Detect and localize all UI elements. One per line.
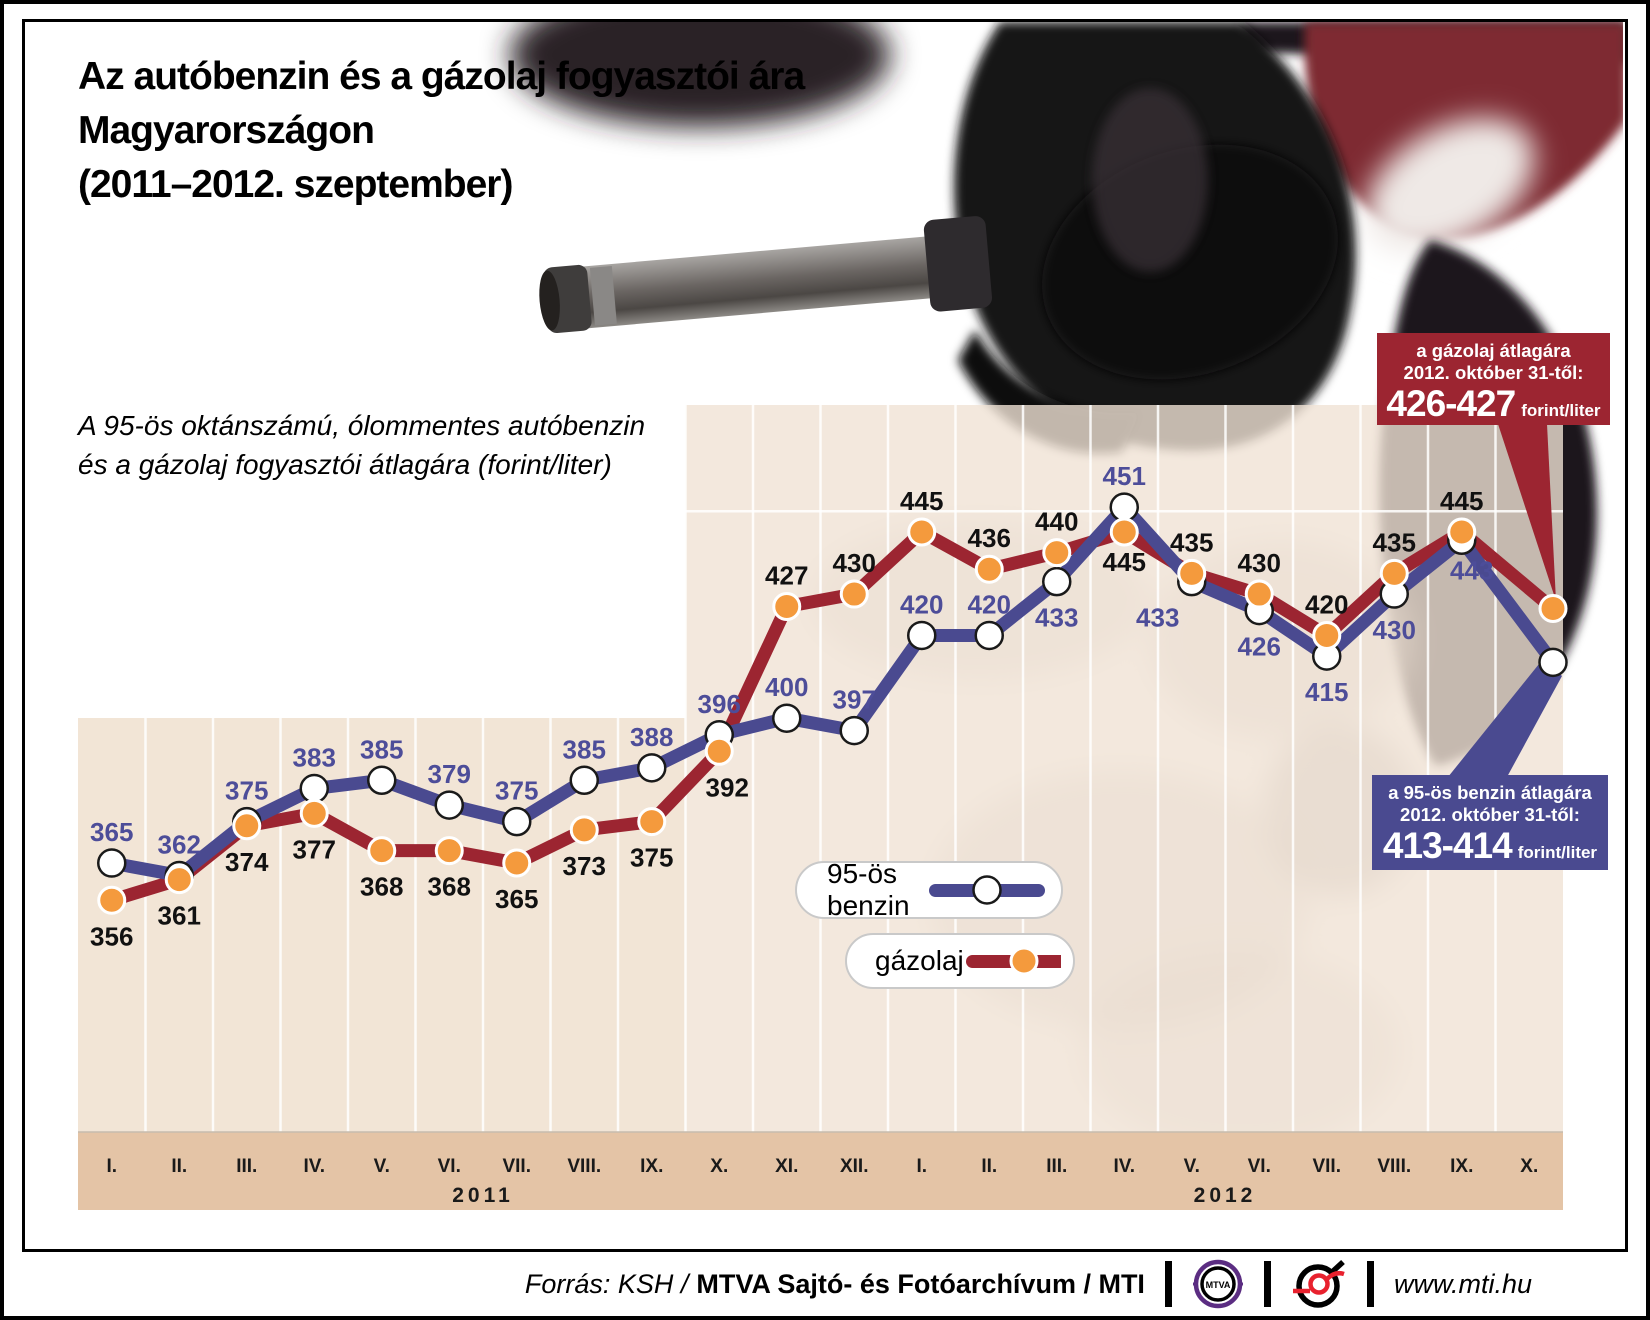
page-title: Az autóbenzin és a gázolaj fogyasztói ár… bbox=[78, 50, 805, 212]
svg-text:VII.: VII. bbox=[1312, 1156, 1341, 1177]
svg-text:X.: X. bbox=[1520, 1156, 1538, 1177]
title-line: (2011–2012. szeptember) bbox=[78, 163, 513, 206]
svg-text:445: 445 bbox=[1440, 486, 1483, 516]
svg-text:415: 415 bbox=[1305, 677, 1348, 707]
svg-text:374: 374 bbox=[225, 847, 269, 877]
svg-text:445: 445 bbox=[900, 486, 943, 516]
title-line: Magyarországon bbox=[78, 109, 375, 152]
svg-text:427: 427 bbox=[765, 560, 808, 590]
svg-text:361: 361 bbox=[158, 901, 201, 931]
svg-text:385: 385 bbox=[563, 734, 606, 764]
svg-text:375: 375 bbox=[225, 776, 268, 806]
svg-text:V.: V. bbox=[374, 1156, 390, 1177]
benzin-new-price: 413-414 bbox=[1382, 825, 1513, 866]
svg-text:451: 451 bbox=[1103, 461, 1146, 491]
svg-text:400: 400 bbox=[765, 672, 808, 702]
separator-bar bbox=[1366, 1261, 1374, 1307]
svg-text:377: 377 bbox=[293, 834, 336, 864]
svg-text:385: 385 bbox=[360, 734, 403, 764]
svg-text:375: 375 bbox=[630, 843, 673, 873]
svg-text:I.: I. bbox=[916, 1156, 927, 1177]
callout-gazolaj-price: a gázolaj átlagára 2012. október 31-től:… bbox=[1377, 333, 1610, 425]
svg-text:IV.: IV. bbox=[1114, 1156, 1136, 1177]
svg-text:445: 445 bbox=[1103, 547, 1146, 577]
svg-text:397: 397 bbox=[833, 685, 876, 715]
svg-text:375: 375 bbox=[495, 776, 538, 806]
svg-text:420: 420 bbox=[968, 589, 1011, 619]
svg-text:436: 436 bbox=[968, 523, 1011, 553]
svg-text:443: 443 bbox=[1450, 555, 1493, 585]
svg-text:V.: V. bbox=[1184, 1156, 1200, 1177]
benzin-line-marker-icon bbox=[929, 875, 1045, 905]
svg-text:368: 368 bbox=[360, 872, 403, 902]
svg-text:388: 388 bbox=[630, 722, 673, 752]
svg-text:433: 433 bbox=[1136, 603, 1179, 633]
svg-text:X.: X. bbox=[710, 1156, 728, 1177]
callout-benzin-price: a 95-ös benzin átlagára 2012. október 31… bbox=[1372, 775, 1608, 870]
svg-text:VII.: VII. bbox=[502, 1156, 531, 1177]
gazolaj-line-marker-icon bbox=[965, 946, 1061, 976]
svg-text:VIII.: VIII. bbox=[567, 1156, 601, 1177]
svg-text:365: 365 bbox=[495, 884, 538, 914]
svg-text:III.: III. bbox=[1046, 1156, 1067, 1177]
svg-text:MTVA: MTVA bbox=[1206, 1280, 1231, 1290]
legend-item-benzin: 95-ös benzin bbox=[795, 858, 1063, 921]
footer: Forrás: KSH / MTVA Sajtó- és Fotóarchívum… bbox=[0, 1256, 1650, 1312]
svg-text:420: 420 bbox=[900, 589, 943, 619]
svg-text:XI.: XI. bbox=[775, 1156, 798, 1177]
svg-text:396: 396 bbox=[698, 689, 741, 719]
svg-text:435: 435 bbox=[1170, 527, 1213, 557]
svg-text:435: 435 bbox=[1373, 527, 1416, 557]
svg-text:433: 433 bbox=[1035, 603, 1078, 633]
chart-subtitle: A 95-ös oktánszámú, ólommentes autóbenzi… bbox=[78, 410, 646, 480]
svg-text:IX.: IX. bbox=[1450, 1156, 1473, 1177]
svg-text:2011: 2011 bbox=[452, 1184, 514, 1207]
svg-text:II.: II. bbox=[981, 1156, 997, 1177]
svg-text:II.: II. bbox=[171, 1156, 187, 1177]
legend-gazolaj-label: gázolaj bbox=[875, 945, 964, 976]
svg-text:356: 356 bbox=[90, 921, 133, 951]
svg-text:362: 362 bbox=[158, 829, 201, 859]
svg-text:379: 379 bbox=[428, 759, 471, 789]
svg-text:IV.: IV. bbox=[304, 1156, 326, 1177]
gazolaj-new-price: 426-427 bbox=[1386, 383, 1516, 424]
svg-text:420: 420 bbox=[1305, 589, 1348, 619]
svg-text:430: 430 bbox=[1238, 548, 1281, 578]
svg-text:2012: 2012 bbox=[1194, 1184, 1257, 1207]
svg-text:VIII.: VIII. bbox=[1377, 1156, 1411, 1177]
svg-text:III.: III. bbox=[236, 1156, 257, 1177]
separator-bar bbox=[1164, 1261, 1172, 1307]
svg-text:XII.: XII. bbox=[840, 1156, 869, 1177]
separator-bar bbox=[1263, 1261, 1271, 1307]
svg-text:IX.: IX. bbox=[640, 1156, 663, 1177]
svg-text:368: 368 bbox=[428, 872, 471, 902]
legend-benzin-label: 95-ös benzin bbox=[827, 858, 910, 921]
svg-text:373: 373 bbox=[563, 851, 606, 881]
svg-text:383: 383 bbox=[293, 743, 336, 773]
svg-text:VI.: VI. bbox=[1248, 1156, 1271, 1177]
nozzle-spout bbox=[539, 216, 993, 333]
website-url: www.mti.hu bbox=[1393, 1268, 1532, 1299]
legend-item-gazolaj: gázolaj bbox=[845, 933, 1075, 989]
svg-text:365: 365 bbox=[90, 817, 133, 847]
source-text: Forrás: KSH / MTVA Sajtó- és Fotóarchívum… bbox=[524, 1268, 1145, 1299]
svg-text:430: 430 bbox=[833, 548, 876, 578]
svg-text:440: 440 bbox=[1035, 507, 1078, 537]
svg-text:VI.: VI. bbox=[438, 1156, 461, 1177]
mtva-logo: MTVA bbox=[1192, 1259, 1243, 1309]
photo-dark-background bbox=[510, 22, 890, 127]
svg-text:I.: I. bbox=[106, 1156, 117, 1177]
svg-text:430: 430 bbox=[1373, 615, 1416, 645]
mti-logo bbox=[1292, 1259, 1345, 1308]
svg-text:392: 392 bbox=[706, 772, 749, 802]
title-line: Az autóbenzin és a gázolaj fogyasztói ár… bbox=[78, 55, 805, 98]
svg-text:426: 426 bbox=[1238, 632, 1281, 662]
